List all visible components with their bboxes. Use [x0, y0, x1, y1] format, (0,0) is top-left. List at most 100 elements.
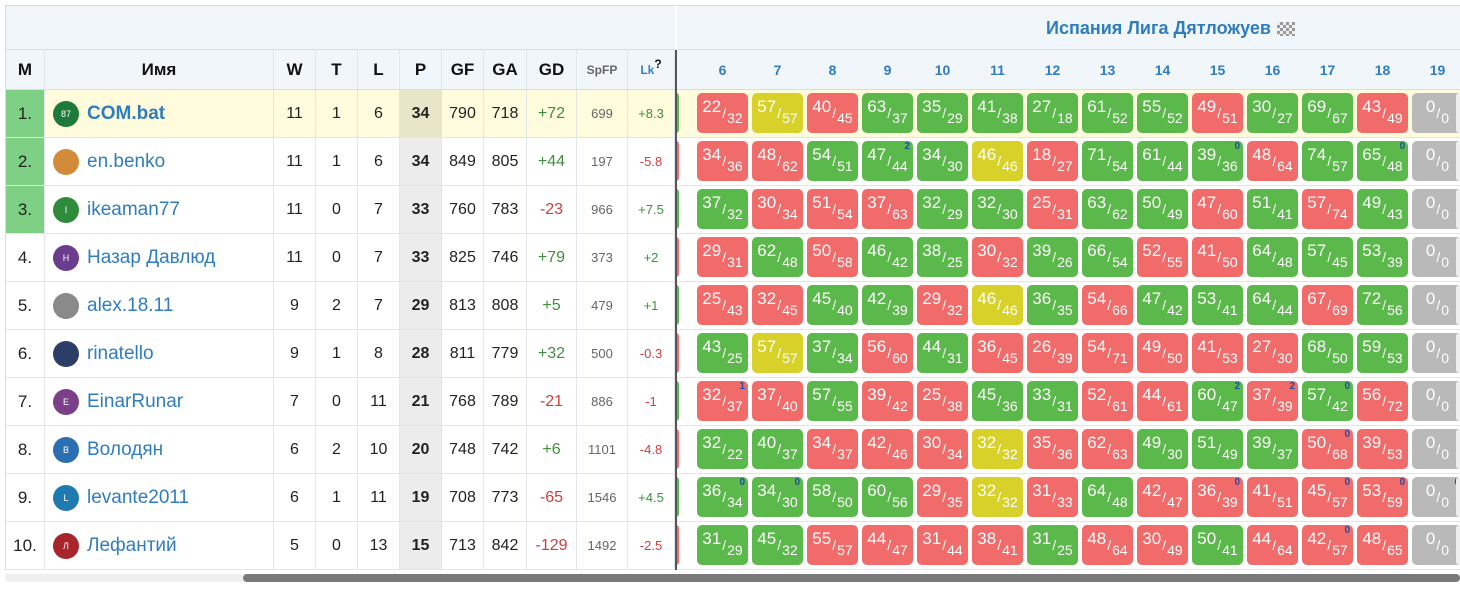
match-score[interactable]: 62/63	[1082, 429, 1133, 469]
match-score[interactable]: 66/54	[1082, 237, 1133, 277]
match-score[interactable]: 56/72	[1357, 381, 1408, 421]
match-score[interactable]: 39/37	[1247, 429, 1298, 469]
match-score[interactable]: 32/37 1	[697, 381, 748, 421]
match-score[interactable]: 38/25	[917, 237, 968, 277]
match-score[interactable]: 51/41	[1247, 189, 1298, 229]
round-header[interactable]: 10	[934, 62, 951, 78]
match-score[interactable]: 48/65	[1357, 525, 1408, 565]
match-score[interactable]: 63/37	[862, 93, 913, 133]
match-score[interactable]: 61/44	[1137, 141, 1188, 181]
col-header-w[interactable]: W	[274, 50, 316, 89]
match-score[interactable]: 32/32	[972, 477, 1023, 517]
round-header[interactable]: 12	[1044, 62, 1061, 78]
match-score[interactable]: 39/53	[1357, 429, 1408, 469]
round-header[interactable]: 13	[1099, 62, 1116, 78]
match-score[interactable]: 37/63	[862, 189, 913, 229]
player-name-link[interactable]: Володян	[87, 438, 164, 460]
match-score[interactable]: 37/39 2	[1247, 381, 1298, 421]
match-score[interactable]: 47/44 2	[862, 141, 913, 181]
col-header-name[interactable]: Имя	[45, 50, 274, 89]
match-score[interactable]: 0/00	[1412, 477, 1460, 517]
col-header-gf[interactable]: GF	[442, 50, 484, 89]
match-score[interactable]: 55/52	[1137, 93, 1188, 133]
match-score[interactable]: 72/56	[1357, 285, 1408, 325]
col-header-ga[interactable]: GA	[484, 50, 527, 89]
match-score[interactable]: 49/30	[1137, 429, 1188, 469]
match-score[interactable]: 48/62	[752, 141, 803, 181]
match-score[interactable]: 71/54	[1082, 141, 1133, 181]
match-score[interactable]: 45/36	[972, 381, 1023, 421]
player-name-link[interactable]: COM.bat	[87, 102, 166, 124]
match-score[interactable]: 32/32	[972, 429, 1023, 469]
player-name-link[interactable]: Лефантий	[87, 534, 177, 556]
horizontal-scrollbar[interactable]	[5, 574, 1460, 582]
match-score[interactable]: 26/39	[1027, 333, 1078, 373]
round-header[interactable]: 7	[773, 62, 782, 78]
match-score[interactable]: 36/34 0	[697, 477, 748, 517]
match-score[interactable]: 30/49	[1137, 525, 1188, 565]
match-score[interactable]: 45/40	[807, 285, 858, 325]
match-score[interactable]: 47/60	[1192, 189, 1243, 229]
match-score[interactable]: 30/32	[972, 237, 1023, 277]
match-score[interactable]: 39/26	[1027, 237, 1078, 277]
player-name-link[interactable]: en.benko	[87, 150, 166, 172]
match-score[interactable]: 32/45	[752, 285, 803, 325]
match-score[interactable]: 0/0	[1412, 429, 1460, 469]
match-score[interactable]: 54/51	[807, 141, 858, 181]
match-score[interactable]: 50/41	[1192, 525, 1243, 565]
match-score[interactable]: 40/37	[752, 429, 803, 469]
match-score[interactable]: 35/29	[917, 93, 968, 133]
match-score[interactable]: 32/22	[697, 429, 748, 469]
match-score[interactable]: 55/57	[807, 525, 858, 565]
match-score[interactable]: 42/46	[862, 429, 913, 469]
match-score[interactable]: 62/48	[752, 237, 803, 277]
match-score[interactable]: 0/0	[1412, 189, 1460, 229]
round-header[interactable]: 17	[1319, 62, 1336, 78]
match-score[interactable]: 47/42	[1137, 285, 1188, 325]
match-score[interactable]: 25/43	[697, 285, 748, 325]
match-score[interactable]: 49/50	[1137, 333, 1188, 373]
match-score[interactable]: 48/64	[1082, 525, 1133, 565]
match-score[interactable]: 51/49	[1192, 429, 1243, 469]
round-header[interactable]: 9	[883, 62, 892, 78]
match-score[interactable]: 44/61	[1137, 381, 1188, 421]
match-score[interactable]: 40/45	[807, 93, 858, 133]
match-score[interactable]: 0/0	[1412, 141, 1460, 181]
match-score[interactable]: 64/48	[1247, 237, 1298, 277]
match-score[interactable]: 39/36 0	[1192, 141, 1243, 181]
match-score[interactable]: 57/45	[1302, 237, 1353, 277]
player-name-link[interactable]: ikeaman77	[87, 198, 180, 220]
match-score[interactable]: 30/27	[1247, 93, 1298, 133]
match-score[interactable]: 31/25	[1027, 525, 1078, 565]
match-score[interactable]: 35/36	[1027, 429, 1078, 469]
match-score[interactable]: 0/0	[1412, 525, 1460, 565]
match-score[interactable]: 32/30	[972, 189, 1023, 229]
match-score[interactable]: 57/74	[1302, 189, 1353, 229]
match-score[interactable]: 22/32	[697, 93, 748, 133]
match-score[interactable]: 52/55	[1137, 237, 1188, 277]
round-header[interactable]: 8	[828, 62, 837, 78]
match-score[interactable]: 29/35	[917, 477, 968, 517]
match-score[interactable]: 39/42	[862, 381, 913, 421]
match-score[interactable]: 0/0	[1412, 381, 1460, 421]
match-score[interactable]: 37/32	[697, 189, 748, 229]
match-score[interactable]: 44/47	[862, 525, 913, 565]
match-score[interactable]: 34/30	[917, 141, 968, 181]
match-score[interactable]: 60/47 2	[1192, 381, 1243, 421]
match-score[interactable]: 69/67	[1302, 93, 1353, 133]
match-score[interactable]: 57/55	[807, 381, 858, 421]
match-score[interactable]: 41/50	[1192, 237, 1243, 277]
col-header-gd[interactable]: GD	[527, 50, 577, 89]
match-score[interactable]: 53/39	[1357, 237, 1408, 277]
match-score[interactable]: 44/31	[917, 333, 968, 373]
match-score[interactable]: 31/44	[917, 525, 968, 565]
match-score[interactable]: 42/57 0	[1302, 525, 1353, 565]
round-header[interactable]: 18	[1374, 62, 1391, 78]
match-score[interactable]: 50/58	[807, 237, 858, 277]
match-score[interactable]: 34/36	[697, 141, 748, 181]
match-score[interactable]: 49/43	[1357, 189, 1408, 229]
match-score[interactable]: 74/57	[1302, 141, 1353, 181]
match-score[interactable]: 67/69	[1302, 285, 1353, 325]
match-score[interactable]: 64/48	[1082, 477, 1133, 517]
match-score[interactable]: 48/64	[1247, 141, 1298, 181]
